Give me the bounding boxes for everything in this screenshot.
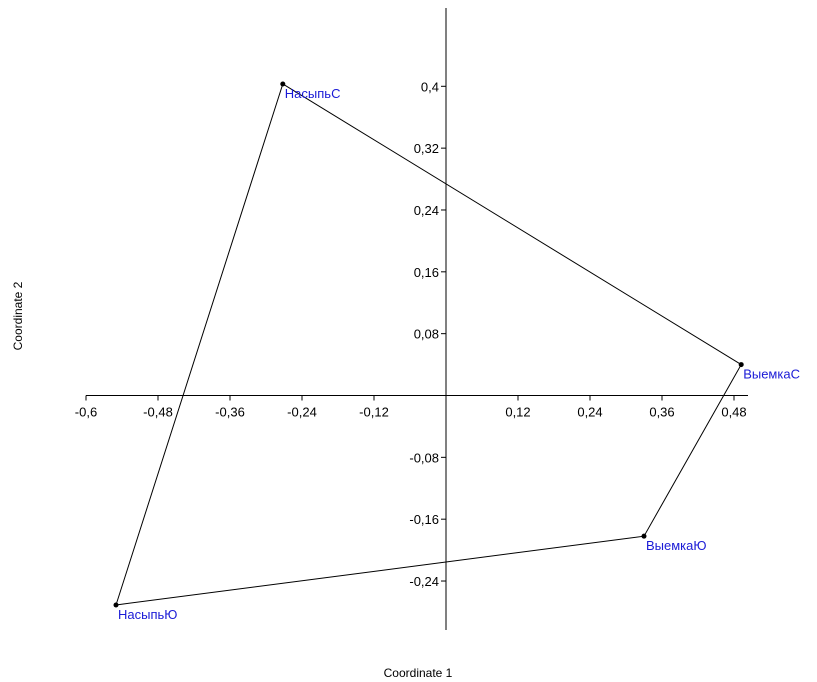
point-label: ВыемкаС	[743, 367, 800, 382]
x-tick-label: 0,12	[505, 405, 530, 420]
y-tick-label: 0,08	[414, 327, 439, 342]
y-tick-label: 0,24	[414, 203, 439, 218]
y-tick-label: 0,4	[421, 79, 439, 94]
point-label: ВыемкаЮ	[646, 538, 707, 553]
y-axis-title: Coordinate 2	[11, 281, 25, 350]
point-label: НасыпьЮ	[118, 607, 177, 622]
y-tick-label: 0,32	[414, 141, 439, 156]
x-tick-label: -0,12	[359, 405, 389, 420]
data-point	[641, 533, 647, 539]
x-tick-label: 0,36	[649, 405, 674, 420]
x-axis-title: Coordinate 1	[384, 666, 453, 680]
x-tick-label: -0,36	[215, 405, 245, 420]
y-tick-label: 0,16	[414, 265, 439, 280]
x-tick-label: 0,48	[721, 405, 746, 420]
y-tick-label: -0,08	[409, 450, 439, 465]
x-tick-label: -0,24	[287, 405, 317, 420]
data-points: НасыпьС ВыемкаС ВыемкаЮ НасыпьЮ	[113, 81, 800, 622]
data-point	[113, 602, 119, 608]
x-axis-ticks: -0,6 -0,48 -0,36 -0,24 -0,12 0,12 0,24 0,36 0,48	[75, 395, 747, 420]
y-tick-label: -0,16	[409, 512, 439, 527]
x-tick-label: -0,6	[75, 405, 97, 420]
x-tick-label: -0,48	[143, 405, 173, 420]
axes	[86, 8, 748, 630]
data-point	[738, 362, 744, 368]
point-label: НасыпьС	[285, 86, 341, 101]
y-tick-label: -0,24	[409, 574, 439, 589]
y-axis-ticks: 0,4 0,32 0,24 0,16 0,08 -0,08 -0,16 -0,24	[409, 79, 446, 589]
data-point	[280, 81, 286, 87]
x-tick-label: 0,24	[577, 405, 602, 420]
